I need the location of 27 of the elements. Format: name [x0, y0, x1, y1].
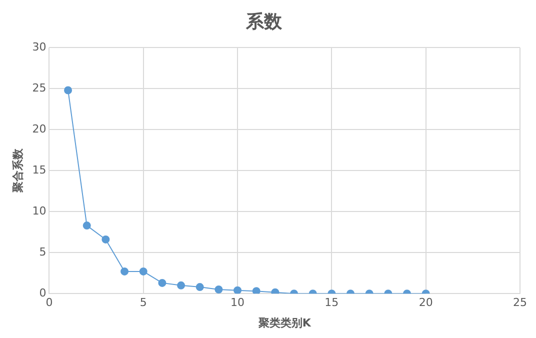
x-tick-label: 25: [513, 296, 527, 310]
y-tick-label: 15: [32, 163, 46, 176]
point: [64, 86, 72, 94]
x-tick-label: 5: [140, 296, 147, 310]
y-tick-label: 25: [32, 81, 46, 94]
point: [234, 286, 242, 294]
point: [252, 287, 260, 294]
y-tick-label: 0: [39, 286, 46, 300]
point: [196, 283, 204, 292]
point: [139, 267, 148, 276]
y-tick-label: 30: [32, 40, 46, 54]
y-tick-label: 5: [39, 245, 46, 258]
point: [102, 235, 110, 244]
x-axis-title: 聚类类别K: [257, 316, 312, 330]
point: [120, 267, 129, 276]
point: [214, 286, 223, 294]
y-tick-label: 20: [32, 122, 46, 136]
x-tick-label: 10: [230, 296, 245, 310]
y-tick-label: 10: [32, 204, 46, 218]
point: [177, 281, 186, 290]
y-axis-title: 聚合系数: [11, 148, 24, 194]
x-tick-label: 20: [418, 296, 433, 310]
point: [158, 278, 166, 287]
point: [82, 222, 91, 230]
chart-title: 系数: [245, 11, 283, 32]
x-tick-label: 15: [324, 296, 339, 310]
point: [271, 288, 280, 294]
